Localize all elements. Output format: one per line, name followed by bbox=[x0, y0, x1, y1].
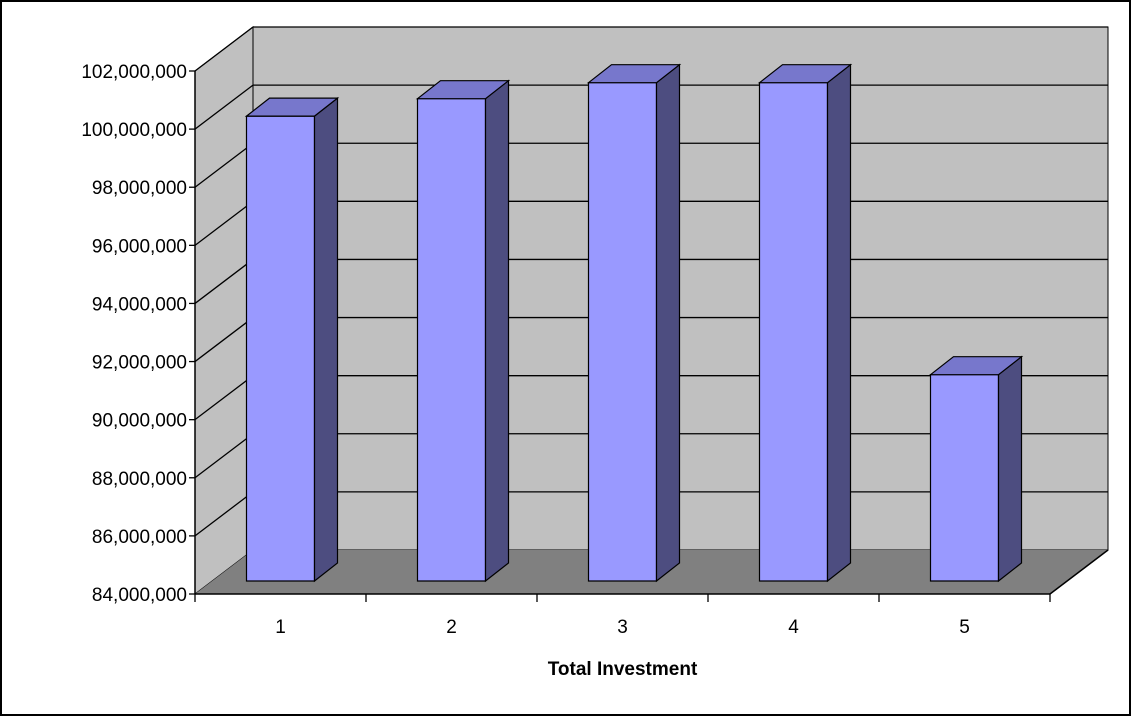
y-tick-label: 98,000,000 bbox=[92, 178, 187, 199]
bar bbox=[244, 96, 340, 583]
bar-side bbox=[997, 355, 1023, 583]
bar bbox=[757, 63, 853, 583]
gridline-side bbox=[194, 258, 254, 304]
x-tick-labels: 1 2 3 4 5 bbox=[275, 617, 970, 638]
bar-front bbox=[416, 98, 487, 582]
gridline-side bbox=[194, 375, 254, 421]
x-tick-label: 4 bbox=[788, 617, 799, 638]
bar bbox=[928, 355, 1024, 583]
y-tick-label: 86,000,000 bbox=[92, 527, 187, 548]
x-tick-label: 3 bbox=[617, 617, 628, 638]
bar-side bbox=[826, 63, 852, 583]
gridline-side bbox=[194, 200, 254, 246]
x-tick-label: 5 bbox=[959, 617, 970, 638]
bar-front bbox=[587, 82, 658, 582]
y-tick-label: 102,000,000 bbox=[81, 62, 187, 83]
gridline-side bbox=[194, 317, 254, 363]
bar-side bbox=[484, 79, 510, 583]
gridlines bbox=[194, 26, 1108, 537]
gridline-side bbox=[194, 142, 254, 188]
bars bbox=[244, 63, 1024, 583]
floor-edge bbox=[1049, 549, 1109, 595]
x-axis-title: Total Investment bbox=[548, 659, 698, 680]
y-tick-label: 96,000,000 bbox=[92, 236, 187, 257]
gridline-side bbox=[194, 491, 254, 537]
axes bbox=[189, 70, 1109, 602]
gridline-side bbox=[194, 433, 254, 479]
y-tick-label: 94,000,000 bbox=[92, 294, 187, 315]
y-tick-labels: 84,000,000 86,000,000 88,000,000 90,000,000… bbox=[81, 62, 187, 606]
bar-front bbox=[929, 374, 1000, 582]
x-tick-label: 1 bbox=[275, 617, 286, 638]
bar-front bbox=[245, 115, 316, 582]
bar-front bbox=[758, 82, 829, 582]
bar-top bbox=[757, 64, 853, 84]
bar bbox=[415, 79, 511, 583]
bar-top bbox=[928, 356, 1024, 376]
bar-top bbox=[586, 64, 682, 84]
bar-side bbox=[655, 63, 681, 583]
x-tick-label: 2 bbox=[446, 617, 457, 638]
side-wall bbox=[194, 25, 254, 596]
bar-top bbox=[244, 97, 340, 117]
bar bbox=[586, 63, 682, 583]
y-tick-label: 88,000,000 bbox=[92, 469, 187, 490]
y-tick-label: 90,000,000 bbox=[92, 411, 187, 432]
gridline-side bbox=[194, 26, 254, 72]
bar-top bbox=[415, 80, 511, 100]
y-tick-label: 100,000,000 bbox=[81, 120, 187, 141]
bar-side bbox=[313, 96, 339, 583]
y-tick-label: 84,000,000 bbox=[92, 585, 187, 606]
gridline-side bbox=[194, 84, 254, 130]
y-tick-label: 92,000,000 bbox=[92, 353, 187, 374]
